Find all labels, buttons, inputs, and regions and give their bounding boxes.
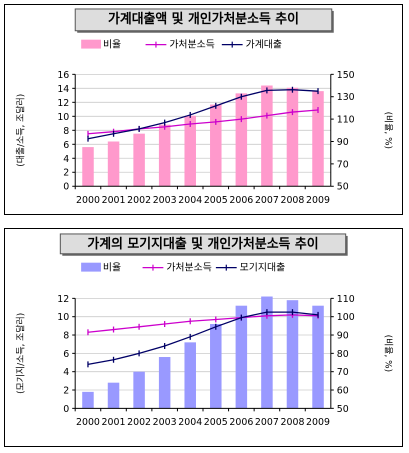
x-tick-label: 2009 bbox=[306, 417, 330, 428]
x-tick-label: 2005 bbox=[204, 417, 228, 428]
x-tick-label: 2007 bbox=[255, 195, 279, 206]
y2-tick-label: 150 bbox=[337, 70, 355, 81]
y-tick-label: 12 bbox=[57, 98, 69, 109]
y-tick-label: 10 bbox=[57, 112, 69, 123]
y2-tick-label: 130 bbox=[337, 92, 355, 103]
y2-axis-label: (비율, %) bbox=[382, 112, 393, 149]
x-tick-label: 2007 bbox=[255, 417, 279, 428]
y2-tick-label: 70 bbox=[337, 367, 349, 378]
y2-tick-label: 100 bbox=[337, 312, 355, 323]
legend-label-0: 비율 bbox=[103, 39, 121, 51]
y-tick-label: 8 bbox=[63, 126, 69, 137]
bar-0-6 bbox=[235, 305, 248, 409]
x-tick-label: 2006 bbox=[229, 195, 253, 206]
title-box bbox=[74, 8, 333, 32]
y-tick-label: 10 bbox=[57, 312, 69, 323]
y-tick-label: 2 bbox=[63, 168, 69, 179]
series-line-2 bbox=[87, 311, 319, 365]
bar-0-9 bbox=[312, 305, 324, 409]
x-tick-label: 2004 bbox=[178, 417, 202, 428]
x-tick-label: 2008 bbox=[281, 417, 305, 428]
y-tick-label: 0 bbox=[63, 182, 69, 193]
legend-swatch-0 bbox=[81, 39, 101, 49]
bar-0-3 bbox=[158, 357, 171, 409]
y2-tick-label: 90 bbox=[337, 330, 349, 341]
y-tick-label: 0 bbox=[63, 404, 69, 415]
y2-tick-label: 50 bbox=[337, 182, 349, 193]
legend-label-1: 가처분소득 bbox=[166, 262, 212, 274]
y-axis-label: (모기지/소득, 조달러) bbox=[15, 313, 27, 394]
y2-tick-label: 110 bbox=[337, 115, 355, 126]
y2-axis-label: (비율, %) bbox=[382, 335, 393, 372]
chart-title: 가계대출액 및 개인가처분소득 추이 bbox=[108, 11, 299, 27]
y2-tick-label: 110 bbox=[337, 294, 355, 305]
y2-tick-label: 60 bbox=[337, 385, 349, 396]
x-tick-label: 2002 bbox=[127, 417, 151, 428]
bar-0-6 bbox=[235, 93, 248, 187]
legend-label-2: 모기지대출 bbox=[240, 262, 286, 274]
y2-tick-label: 50 bbox=[337, 404, 349, 415]
x-tick-label: 2006 bbox=[229, 417, 253, 428]
bar-0-5 bbox=[210, 104, 222, 187]
x-tick-label: 2009 bbox=[306, 195, 330, 206]
y2-tick-label: 70 bbox=[337, 159, 349, 170]
x-tick-label: 2000 bbox=[76, 195, 100, 206]
bar-0-2 bbox=[133, 133, 145, 187]
x-tick-label: 2003 bbox=[153, 195, 177, 206]
bar-0-0 bbox=[82, 147, 94, 187]
y-tick-label: 6 bbox=[63, 349, 69, 360]
x-tick-label: 2008 bbox=[280, 195, 304, 206]
legend-swatch-0 bbox=[81, 262, 101, 272]
series-line-1 bbox=[87, 109, 319, 135]
y-axis-label: (대출/소득, 조달러) bbox=[15, 94, 27, 167]
y2-tick-label: 90 bbox=[337, 137, 349, 148]
y-tick-label: 14 bbox=[57, 84, 69, 95]
bar-0-2 bbox=[133, 371, 145, 409]
bar-0-7 bbox=[261, 296, 273, 409]
title-box bbox=[59, 233, 347, 255]
y-tick-label: 12 bbox=[57, 294, 69, 305]
bar-0-9 bbox=[312, 91, 324, 187]
series-line-2 bbox=[87, 89, 319, 140]
bar-0-5 bbox=[210, 324, 222, 409]
bar-0-0 bbox=[82, 391, 94, 409]
legend-label-1: 가처분소득 bbox=[169, 39, 215, 51]
y-tick-label: 4 bbox=[63, 154, 69, 165]
bar-0-4 bbox=[184, 115, 196, 187]
y-tick-label: 6 bbox=[63, 140, 69, 151]
x-tick-label: 2004 bbox=[178, 195, 202, 206]
x-tick-label: 2003 bbox=[153, 417, 177, 428]
x-tick-label: 2001 bbox=[102, 195, 126, 206]
bar-0-1 bbox=[107, 141, 120, 187]
bar-0-3 bbox=[158, 124, 171, 187]
y-tick-label: 16 bbox=[57, 70, 69, 81]
bar-0-1 bbox=[107, 382, 120, 409]
bar-0-8 bbox=[286, 300, 299, 409]
y-tick-label: 4 bbox=[63, 367, 69, 378]
legend-label-2: 가계대출 bbox=[246, 39, 282, 51]
x-tick-label: 2000 bbox=[76, 417, 100, 428]
legend-label-0: 비율 bbox=[103, 262, 121, 274]
bar-0-4 bbox=[184, 342, 196, 409]
y2-tick-label: 80 bbox=[337, 349, 349, 360]
series-line-1 bbox=[87, 314, 319, 333]
x-tick-label: 2002 bbox=[127, 195, 151, 206]
y-tick-label: 2 bbox=[63, 385, 69, 396]
x-tick-label: 2005 bbox=[204, 195, 228, 206]
x-tick-label: 2001 bbox=[102, 417, 126, 428]
bar-0-7 bbox=[261, 85, 273, 187]
bar-0-8 bbox=[286, 87, 299, 187]
chart-title: 가계의 모기지대출 및 개인가처분소득 추이 bbox=[87, 236, 318, 252]
y-tick-label: 8 bbox=[63, 330, 69, 341]
